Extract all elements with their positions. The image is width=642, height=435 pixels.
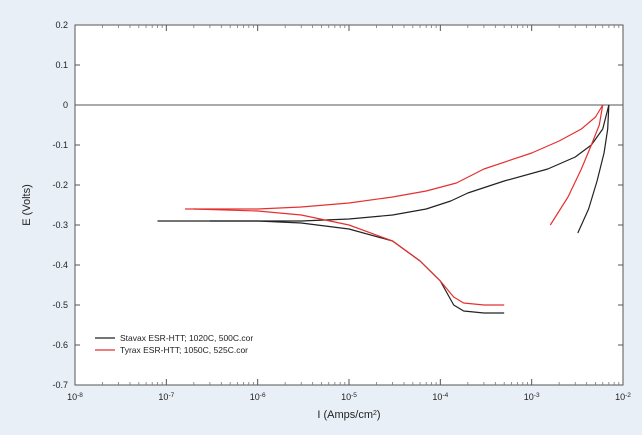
x-axis-ticks: 10-8 10-7 10-6 10-5 10-4 10-3 10-2 [67,25,631,402]
legend-label-tyrax: Tyrax ESR-HTT; 1050C, 525C.cor [120,345,248,355]
y-tick-label: -0.1 [52,140,68,150]
legend-label-stavax: Stavax ESR-HTT; 1020C, 500C.cor [120,333,253,343]
x-tick-label: 10-3 [524,392,540,403]
y-tick-label: 0 [63,100,68,110]
x-tick-label: 10-5 [341,392,357,403]
y-axis-title: E (Volts) [21,184,33,226]
x-tick-label: 10-2 [615,392,631,403]
x-tick-label: 10-6 [250,392,266,403]
y-tick-label: 0.2 [55,20,68,30]
x-axis-title-superscript: 2 [373,410,377,417]
y-tick-label: -0.6 [52,340,68,350]
legend: Stavax ESR-HTT; 1020C, 500C.cor Tyrax ES… [95,333,253,355]
y-tick-label: -0.4 [52,260,68,270]
series-line [157,104,610,222]
x-tick-label: 10-4 [432,392,448,403]
plot-area [74,24,624,386]
y-tick-label: 0.1 [55,60,68,70]
x-axis-title-main: I (Amps/cm [317,409,373,421]
series-layer [157,104,610,314]
series-line [193,208,505,306]
x-tick-label: 10-8 [67,392,83,403]
series-line [577,104,610,234]
series-line [549,104,604,226]
y-tick-label: -0.5 [52,300,68,310]
x-tick-label: 10-7 [158,392,174,403]
y-tick-label: -0.2 [52,180,68,190]
y-tick-label: -0.3 [52,220,68,230]
series-line [184,104,604,210]
x-axis-title: I (Amps/cm2) [317,409,380,421]
x-axis-title-close: ) [377,409,381,421]
y-axis-ticks: 0.2 0.1 0 -0.1 -0.2 -0.3 -0.4 -0.5 -0.6 -0.7 [52,20,623,390]
y-tick-label: -0.7 [52,380,68,390]
series-tyrax [184,104,604,306]
